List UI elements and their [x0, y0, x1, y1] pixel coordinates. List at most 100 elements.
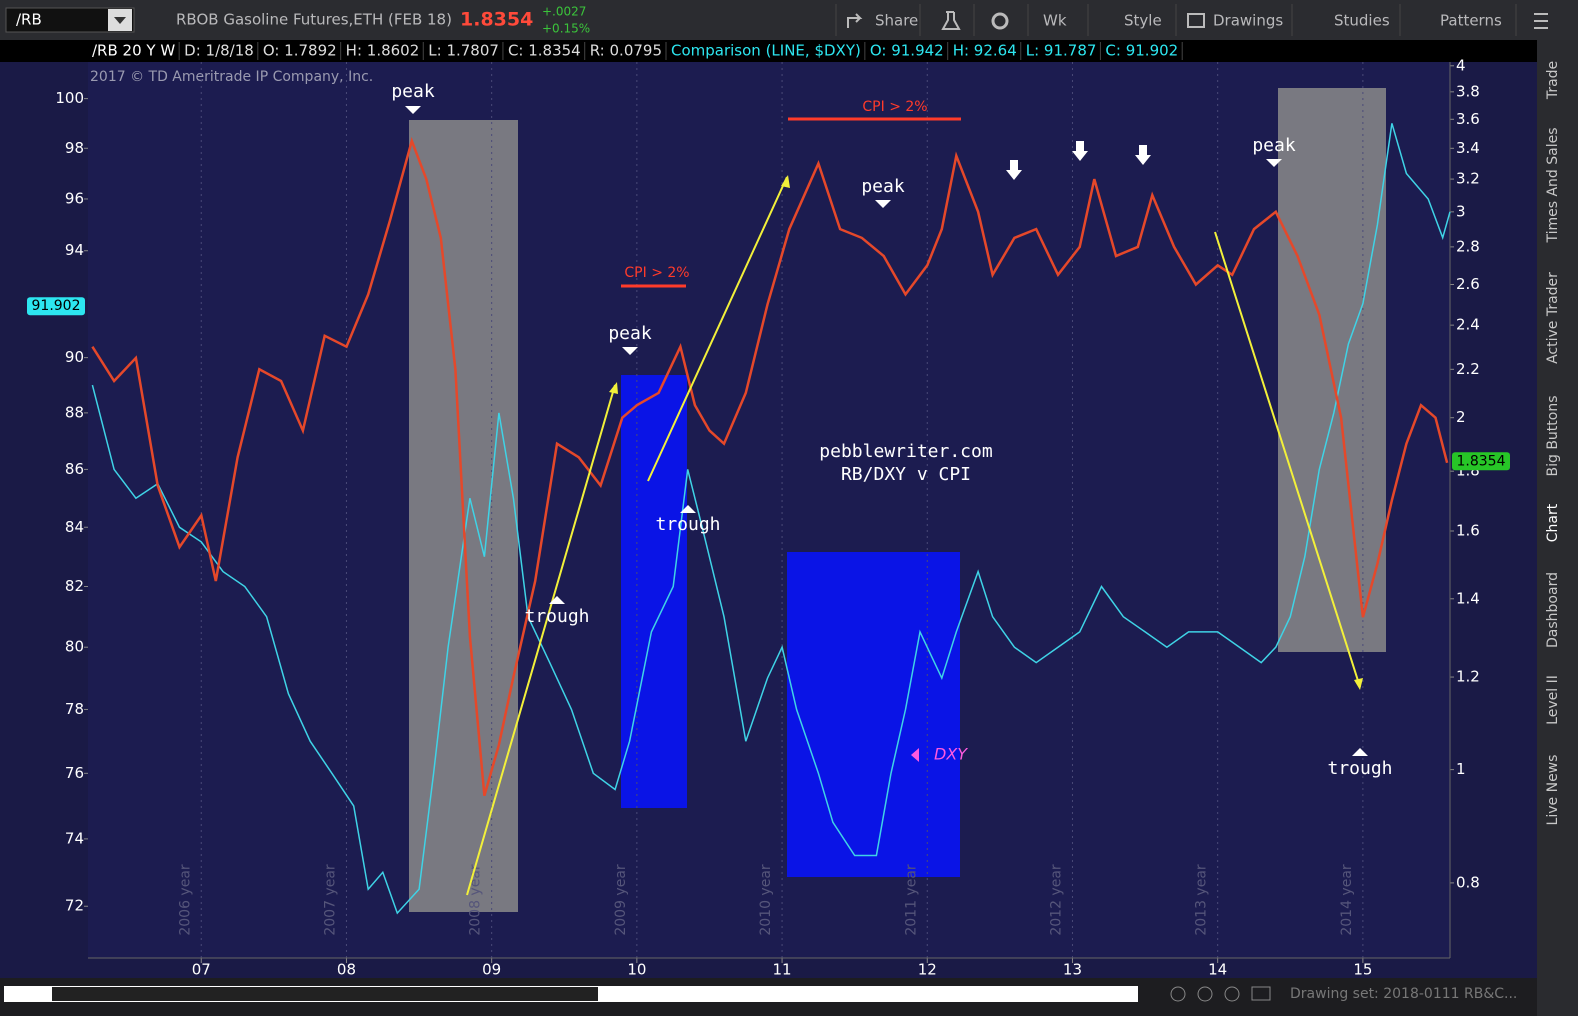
drawing-set: Drawing set: 2018-0111 RB&C... [1290, 986, 1517, 1002]
menu-icon[interactable] [1534, 13, 1548, 29]
y-tick-label: 94 [65, 241, 84, 259]
cpi-bar [621, 117, 961, 288]
change: +.0027 [542, 5, 586, 19]
x-tick-label: 13 [1063, 961, 1082, 979]
header-field: R: 0.0795 [590, 42, 662, 60]
y2-tick-label: 2.4 [1456, 316, 1480, 334]
period-label: 2014 year [1339, 864, 1355, 936]
header-field: O: 1.7892 [263, 42, 337, 60]
period-label: 2006 year [177, 864, 193, 936]
blue-region [621, 375, 687, 808]
flask-icon[interactable] [941, 11, 961, 30]
y-tick-label: 72 [65, 897, 84, 915]
y-tick-label: 90 [65, 348, 84, 366]
period-label: 2008 year [468, 864, 484, 936]
y-tick-label: 74 [65, 829, 84, 847]
period-button[interactable]: Wk [1043, 12, 1067, 30]
y2-tick-label: 1.2 [1456, 668, 1480, 686]
zoom-out-icon[interactable] [1224, 986, 1240, 1002]
x-tick-label: 12 [918, 961, 937, 979]
price-tag-label: 91.902 [32, 298, 81, 314]
share-button[interactable]: Share [875, 12, 918, 30]
price-tag-label: 1.8354 [1457, 453, 1506, 469]
period-label: 2007 year [322, 864, 338, 936]
sidebar-tab[interactable]: Level II [1545, 675, 1561, 725]
drawings-button[interactable]: Drawings [1213, 12, 1283, 30]
header-field: /RB 20 Y W [92, 42, 175, 60]
annotations: CPI > 2% CPI > 2% peak peak peak peak tr… [391, 81, 1393, 896]
header-field: O: 91.942 [870, 42, 944, 60]
y2-tick-label: 3.4 [1456, 139, 1480, 157]
y-tick-label: 100 [55, 89, 84, 107]
x-tick-label: 10 [627, 961, 646, 979]
x-tick-label: 09 [482, 961, 501, 979]
y2-tick-label: 0.8 [1456, 873, 1480, 891]
sidebar-tab[interactable]: Chart [1545, 503, 1561, 542]
y2-tick-label: 1.4 [1456, 589, 1480, 607]
series-line [91, 123, 1451, 915]
y-tick-label: 82 [65, 577, 84, 595]
header-field: L: 1.7807 [428, 42, 499, 60]
y2-tick-label: 2 [1456, 408, 1466, 426]
y-tick-label: 76 [65, 764, 84, 782]
zoom-in-icon[interactable] [1197, 986, 1213, 1002]
sidebar-tab[interactable]: Times And Sales [1545, 127, 1561, 243]
style-button[interactable]: Style [1124, 12, 1162, 30]
price-tag [1452, 452, 1510, 471]
series-line [91, 136, 1449, 797]
header-field: D: 1/8/18 [184, 42, 254, 60]
trough-label: trough [655, 514, 720, 535]
sidebar-bg [1537, 40, 1578, 1016]
trough-label: trough [1327, 758, 1392, 779]
y2-tick-label: 3.8 [1456, 82, 1480, 100]
x-tick-label: 11 [773, 961, 792, 979]
share-icon [847, 13, 863, 28]
description: RBOB Gasoline Futures,ETH (FEB 18) [176, 11, 452, 29]
status-bar: Drawing set: 2018-0111 RB&C... [0, 978, 1537, 1016]
y2-tick-label: 3.2 [1456, 170, 1480, 188]
y2-tick-label: 4 [1456, 56, 1466, 74]
site-label: pebblewriter.com [819, 441, 992, 462]
sidebar-tab[interactable]: Big Buttons [1545, 395, 1561, 476]
zoom-icon[interactable] [1170, 986, 1186, 1002]
header-bg [0, 40, 1537, 62]
sidebar-tab[interactable]: Dashboard [1545, 572, 1561, 648]
copyright: 2017 © TD Ameritrade IP Company, Inc. [90, 69, 373, 85]
y2-tick-label: 3.6 [1456, 110, 1480, 128]
cpi-label: CPI > 2% [862, 99, 927, 115]
y2-tick-label: 2.2 [1456, 360, 1480, 378]
header-field: H: 1.8602 [346, 42, 420, 60]
sidebar-tab[interactable]: Trade [1545, 61, 1561, 100]
sidebar-tab[interactable]: Live News [1545, 755, 1561, 826]
dropdown-arrow [114, 17, 126, 24]
x-tick-label: 07 [192, 961, 211, 979]
sidebar-tab[interactable]: Active Trader [1545, 272, 1561, 364]
y-tick-label: 98 [65, 139, 84, 157]
plot: 2006 year 2007 year 2008 year 2009 year 2010… [84, 62, 1454, 963]
peak-label: peak [1252, 135, 1296, 156]
y-tick-label: 78 [65, 700, 84, 718]
peak-label: peak [861, 176, 905, 197]
y2-tick-label: 2.8 [1456, 237, 1480, 255]
settings-icon[interactable] [991, 12, 1009, 30]
peak-label: peak [391, 81, 435, 102]
x-tick-label: 15 [1353, 961, 1372, 979]
y2-tick-label: 3 [1456, 202, 1466, 220]
header: /RB 20 Y W D: 1/8/18 O: 1.7892 H: 1.8602 L: … [92, 42, 1183, 60]
y2-tick-label: 1.6 [1456, 521, 1480, 539]
header-field: C: 1.8354 [508, 42, 581, 60]
trend-arrow [466, 176, 1361, 896]
fit-icon[interactable] [1251, 986, 1271, 1001]
y2-tick-label: 1 [1456, 760, 1466, 778]
patterns-button[interactable]: Patterns [1440, 12, 1502, 30]
studies-button[interactable]: Studies [1334, 12, 1390, 30]
period-label: 2009 year [613, 864, 629, 936]
header-field: H: 92.64 [953, 42, 1017, 60]
y-tick-label: 96 [65, 189, 84, 207]
y-tick-label: 88 [65, 403, 84, 421]
scrollbar-thumb[interactable] [52, 987, 598, 1001]
price-tag [27, 297, 85, 316]
header-field: Comparison (LINE, $DXY) [671, 42, 861, 60]
sidebar: Trade Times And Sales Active Trader Big But… [1537, 40, 1578, 1016]
